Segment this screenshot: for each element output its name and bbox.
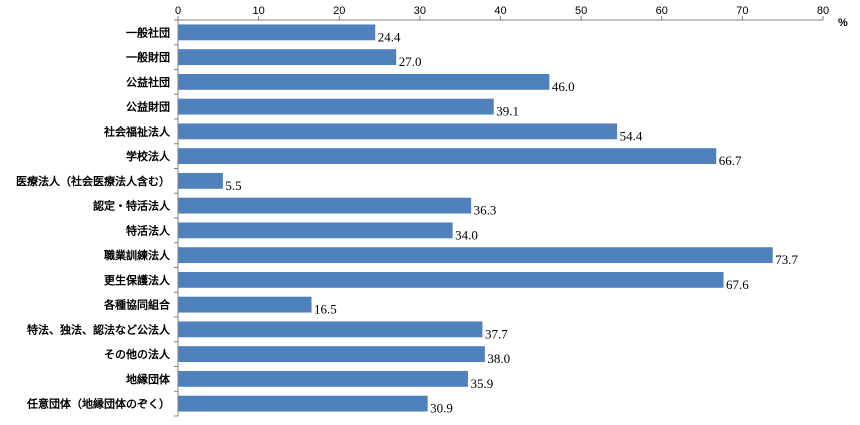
category-label: 各種協同組合	[103, 298, 171, 312]
bar	[178, 172, 223, 189]
category-label: 任意団体（地縁団体のぞく）	[26, 397, 170, 411]
x-tick-label: 0	[175, 5, 181, 17]
category-label: 一般財団	[126, 50, 170, 64]
category-label: 公益社団	[126, 75, 170, 89]
category-label: 医療法人（社会医療法人含む）	[16, 174, 170, 188]
data-label: 5.5	[225, 178, 241, 193]
x-tick-label: 10	[253, 5, 265, 17]
x-tick-label: 60	[656, 5, 668, 17]
bar	[178, 197, 472, 214]
data-label: 30.9	[430, 401, 453, 416]
data-label: 34.0	[455, 227, 478, 242]
x-tick-label: 40	[494, 5, 506, 17]
bar	[178, 395, 428, 412]
data-label: 24.4	[378, 29, 401, 44]
bar	[178, 247, 773, 264]
bar	[178, 123, 618, 140]
bar	[178, 296, 312, 313]
bar	[178, 346, 485, 363]
category-label: 公益財団	[126, 100, 170, 114]
data-label: 66.7	[719, 153, 742, 168]
bar	[178, 148, 717, 165]
data-label: 73.7	[775, 252, 798, 267]
bar	[178, 49, 397, 66]
bar	[178, 321, 483, 338]
value-labels: 24.4 27.0 46.0 39.1 54.4 66.7 5.5 36.3 34.0 73.7 6…	[225, 29, 798, 415]
category-label: 職業訓練法人	[104, 248, 171, 262]
bar	[178, 271, 724, 288]
category-label: 学校法人	[126, 149, 171, 163]
category-labels: 一般社団一般財団公益社団公益財団社会福祉法人学校法人医療法人（社会医療法人含む）…	[16, 25, 171, 410]
bar	[178, 73, 550, 90]
data-label: 36.3	[474, 203, 497, 218]
category-label: 更生保護法人	[104, 273, 171, 287]
data-label: 54.4	[620, 128, 643, 143]
x-tick-label: 50	[575, 5, 587, 17]
bar	[178, 222, 453, 239]
unit-label: %	[838, 17, 848, 29]
category-label: 特法、独法、認法など公法人	[27, 322, 171, 336]
bar	[178, 98, 494, 115]
category-label: 認定・特活法人	[93, 199, 171, 213]
category-label: 一般社団	[126, 25, 170, 39]
bars	[178, 24, 773, 412]
data-label: 39.1	[496, 104, 519, 119]
data-label: 16.5	[314, 302, 337, 317]
category-label: その他の法人	[104, 347, 171, 361]
category-label: 特活法人	[126, 223, 171, 237]
data-label: 38.0	[487, 351, 510, 366]
x-axis-ticks: 0 10 20 30 40 50 60 70 80	[175, 5, 829, 20]
category-label: 社会福祉法人	[103, 124, 171, 138]
category-label: 地縁団体	[126, 372, 171, 386]
data-label: 67.6	[726, 277, 749, 292]
data-label: 37.7	[485, 326, 508, 341]
x-tick-label: 20	[333, 5, 345, 17]
y-axis-ticks	[174, 19, 178, 417]
data-label: 27.0	[399, 54, 422, 69]
x-tick-label: 30	[414, 5, 426, 17]
bar	[178, 370, 468, 387]
x-tick-label: 80	[817, 5, 829, 17]
x-tick-label: 70	[736, 5, 748, 17]
data-label: 46.0	[552, 79, 575, 94]
data-label: 35.9	[470, 376, 493, 391]
bar	[178, 24, 376, 41]
